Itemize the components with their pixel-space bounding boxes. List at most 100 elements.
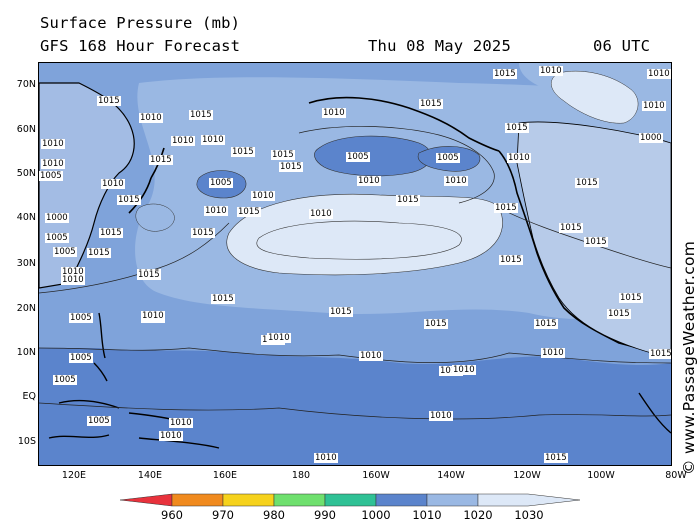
chart-title: Surface Pressure (mb) [40,14,241,32]
colorbar-label-1030: 1030 [514,508,544,522]
colorbar-swatch-990 [273,493,326,507]
isobar-label: 1010 [539,66,563,76]
alaska-land [308,96,500,152]
forecast-time: 06 UTC [593,37,651,55]
isobar-label: 1010 [314,453,338,463]
isobar-label: 1010 [357,176,381,186]
isobar-line-1005 [39,402,671,420]
colorbar-label-1000: 1000 [361,508,391,522]
lon-label-80w: 80W [665,470,687,481]
isobar-label: 1015 [329,307,353,317]
isobar-label: 1010 [61,275,85,285]
isobar-label: 1005 [45,233,69,243]
isobar-label: 1010 [642,101,666,111]
isobar-label: 1005 [436,153,460,163]
isobar-label: 1010 [139,113,163,123]
isobar-label: 1005 [53,247,77,257]
isobar-label: 1010 [201,135,225,145]
isobar-label: 1015 [211,294,235,304]
watermark: © www.PassageWeather.com [680,240,698,475]
isobar-label: 1015 [137,270,161,280]
high-pressure-inner [256,220,462,260]
colorbar-label-970: 970 [212,508,234,522]
hudson-bay-high [551,70,639,124]
isobar-label: 1015 [237,207,261,217]
isobar-label: 1015 [424,319,448,329]
isobar-label: 1015 [494,203,518,213]
colorbar-swatch-1020 [426,493,479,507]
forecast-date: Thu 08 May 2025 [368,37,511,55]
indonesia-land [48,399,220,449]
isobar-label: 1015 [559,223,583,233]
isobar-label: 1015 [619,293,643,303]
lon-label-160e: 160E [212,470,238,481]
aleutian-low [314,135,432,177]
isobar-label: 1015 [607,309,631,319]
isobar-label: 1015 [271,150,295,160]
isobar-label: 1005 [346,152,370,162]
lon-label-100w: 100W [587,470,615,481]
isobar-label: 1010 [169,418,193,428]
forecast-label: GFS 168 Hour Forecast [40,37,241,55]
isobar-label: 1015 [189,110,213,120]
isobar-label: 1000 [45,213,69,223]
colorbar [119,493,581,507]
lat-label-eq: EQ [22,391,36,402]
lon-label-140e: 140E [137,470,163,481]
colorbar-label-980: 980 [263,508,285,522]
isobar-label: 1010 [41,159,65,169]
isobar-label: 1015 [575,178,599,188]
isobar-label: 1015 [191,228,215,238]
isobar-label: 1010 [429,411,453,421]
isobar-label: 1015 [117,195,141,205]
isobar-label: 1015 [505,123,529,133]
isobar-label: 1015 [544,453,568,463]
west-pacific-high [135,203,175,232]
isobar-label: 1000 [639,133,663,143]
isobar-label: 1010 [204,206,228,216]
lon-label-180: 180 [291,470,311,481]
isobar-label: 1015 [99,228,123,238]
isobar-label: 1015 [649,349,672,359]
north-america-coast [498,150,671,359]
isobar-label: 1010 [61,267,85,277]
lat-label-10s: 10S [17,436,36,447]
isobar-label: 1010 [507,153,531,163]
isobar-label: 1015 [534,319,558,329]
colorbar-label-1020: 1020 [463,508,493,522]
isobar-label: 1010 [439,366,463,376]
isobar-label: 1010 [322,108,346,118]
isobar-label: 1010 [41,139,65,149]
isobar-label: 1010 [101,179,125,189]
isobar-label: 1005 [53,375,77,385]
isobar-label: 1015 [279,162,303,172]
isobar-label: 1015 [149,155,173,165]
isobar-label: 1015 [499,255,523,265]
lat-label-10n: 10N [16,347,36,358]
colorbar-low-arrow [119,493,173,507]
south-america-coast [638,392,671,434]
lon-label-120w: 120W [513,470,541,481]
isobar-label: 1010 [359,351,383,361]
pressure-map[interactable]: 1015 1010 1015 1010 1015 1010 1015 1010 … [38,62,672,466]
isobar-label-layer: 1015 1010 1015 1010 1015 1010 1015 1010 … [39,63,671,465]
isobar-label: 1015 [584,237,608,247]
isobar-line-1010b [298,126,495,204]
isobar-label: 1015 [87,248,111,258]
isobar-label: 1010 [251,191,275,201]
isobar-label: 1010 [159,431,183,441]
isobar-label: 1010 [541,348,565,358]
isobar-label: 1005 [69,313,93,323]
isobar-label: 1015 [97,96,121,106]
isobar-label: 1015 [396,195,420,205]
isobar-label: 1010 [444,176,468,186]
lon-label-160w: 160W [362,470,390,481]
colorbar-label-990: 990 [314,508,336,522]
colorbar-high-arrow [477,493,581,507]
lon-label-140w: 140W [437,470,465,481]
isobar-label: 1010 [452,365,476,375]
colorbar-label-960: 960 [161,508,183,522]
isobar-label: 1005 [209,178,233,188]
high-pressure-core [226,193,503,276]
isobar-label: 1015 [231,147,255,157]
